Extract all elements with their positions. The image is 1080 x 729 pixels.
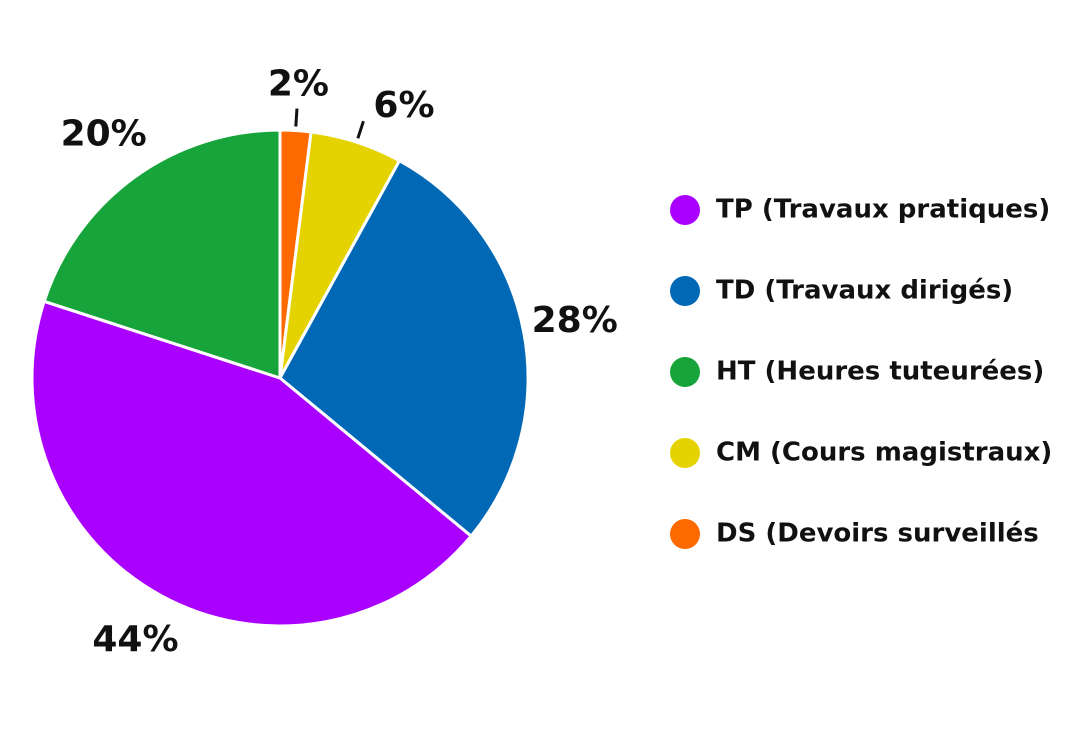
- legend-swatch: [670, 438, 700, 468]
- legend-label: HT (Heures tuteurées): [716, 357, 1044, 387]
- pie-slice: [42, 128, 282, 381]
- data-label: 28%: [532, 300, 618, 341]
- legend-label: TP (Travaux pratiques): [716, 195, 1050, 225]
- data-label: 6%: [373, 85, 434, 126]
- legend-label: CM (Cours magistraux): [716, 438, 1052, 468]
- leader-line: [294, 108, 299, 127]
- legend-swatch: [670, 357, 700, 387]
- legend-swatch: [670, 519, 700, 549]
- data-label: 20%: [61, 113, 147, 154]
- legend-swatch: [670, 276, 700, 306]
- leader-line: [356, 120, 365, 139]
- legend-label: DS (Devoirs surveillés: [716, 519, 1039, 549]
- data-label: 2%: [268, 64, 329, 105]
- data-label: 44%: [92, 619, 178, 660]
- legend-label: TD (Travaux dirigés): [716, 276, 1013, 306]
- pie-slice: [278, 158, 530, 539]
- legend-swatch: [670, 195, 700, 225]
- pie-slice: [30, 299, 474, 628]
